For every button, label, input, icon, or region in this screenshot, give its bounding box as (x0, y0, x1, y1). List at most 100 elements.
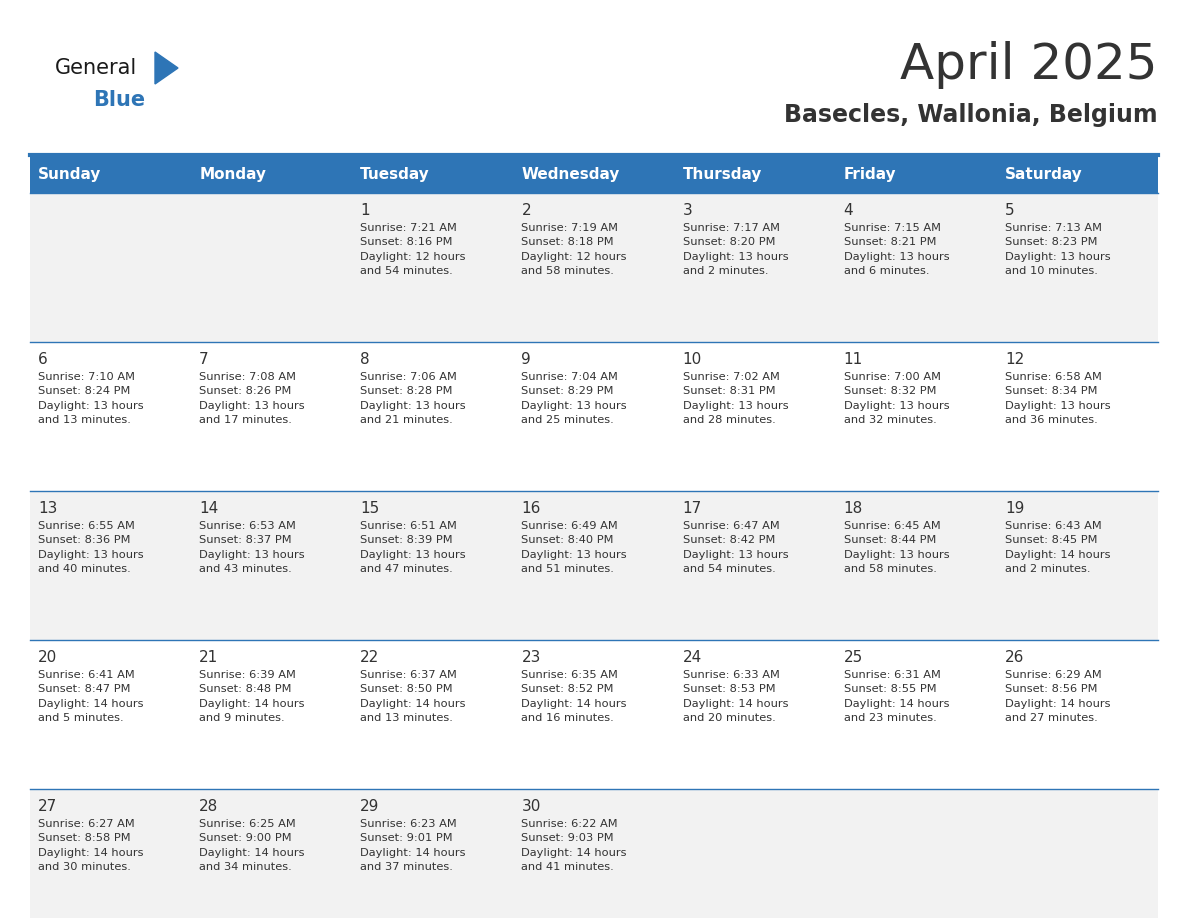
Text: 16: 16 (522, 501, 541, 516)
Bar (997, 491, 1158, 640)
Bar (513, 789, 675, 918)
Text: Sunrise: 6:33 AM
Sunset: 8:53 PM
Daylight: 14 hours
and 20 minutes.: Sunrise: 6:33 AM Sunset: 8:53 PM Dayligh… (683, 670, 788, 723)
Bar (675, 640, 835, 789)
Text: Sunrise: 6:41 AM
Sunset: 8:47 PM
Daylight: 14 hours
and 5 minutes.: Sunrise: 6:41 AM Sunset: 8:47 PM Dayligh… (38, 670, 144, 723)
Text: 29: 29 (360, 799, 380, 814)
Text: 12: 12 (1005, 352, 1024, 367)
Bar (675, 789, 835, 918)
Text: 27: 27 (38, 799, 57, 814)
Text: Sunrise: 7:21 AM
Sunset: 8:16 PM
Daylight: 12 hours
and 54 minutes.: Sunrise: 7:21 AM Sunset: 8:16 PM Dayligh… (360, 223, 466, 276)
Text: Sunrise: 6:35 AM
Sunset: 8:52 PM
Daylight: 14 hours
and 16 minutes.: Sunrise: 6:35 AM Sunset: 8:52 PM Dayligh… (522, 670, 627, 723)
Text: 11: 11 (843, 352, 862, 367)
Text: April 2025: April 2025 (901, 41, 1158, 89)
Bar (353, 342, 513, 491)
Bar (997, 193, 1158, 342)
Text: Sunrise: 6:58 AM
Sunset: 8:34 PM
Daylight: 13 hours
and 36 minutes.: Sunrise: 6:58 AM Sunset: 8:34 PM Dayligh… (1005, 372, 1111, 425)
Text: Sunrise: 7:08 AM
Sunset: 8:26 PM
Daylight: 13 hours
and 17 minutes.: Sunrise: 7:08 AM Sunset: 8:26 PM Dayligh… (200, 372, 305, 425)
Text: 8: 8 (360, 352, 369, 367)
Text: 1: 1 (360, 203, 369, 218)
Text: 17: 17 (683, 501, 702, 516)
Text: Sunrise: 6:49 AM
Sunset: 8:40 PM
Daylight: 13 hours
and 51 minutes.: Sunrise: 6:49 AM Sunset: 8:40 PM Dayligh… (522, 521, 627, 574)
Bar (997, 640, 1158, 789)
Bar (191, 193, 353, 342)
Bar (353, 640, 513, 789)
Bar (30, 640, 191, 789)
Text: Basecles, Wallonia, Belgium: Basecles, Wallonia, Belgium (784, 103, 1158, 127)
Text: 24: 24 (683, 650, 702, 665)
Text: Sunrise: 7:19 AM
Sunset: 8:18 PM
Daylight: 12 hours
and 58 minutes.: Sunrise: 7:19 AM Sunset: 8:18 PM Dayligh… (522, 223, 627, 276)
Bar (30, 789, 191, 918)
Text: Sunrise: 6:55 AM
Sunset: 8:36 PM
Daylight: 13 hours
and 40 minutes.: Sunrise: 6:55 AM Sunset: 8:36 PM Dayligh… (38, 521, 144, 574)
Text: Sunrise: 6:25 AM
Sunset: 9:00 PM
Daylight: 14 hours
and 34 minutes.: Sunrise: 6:25 AM Sunset: 9:00 PM Dayligh… (200, 819, 304, 872)
Text: Sunrise: 7:13 AM
Sunset: 8:23 PM
Daylight: 13 hours
and 10 minutes.: Sunrise: 7:13 AM Sunset: 8:23 PM Dayligh… (1005, 223, 1111, 276)
Text: Sunrise: 6:43 AM
Sunset: 8:45 PM
Daylight: 14 hours
and 2 minutes.: Sunrise: 6:43 AM Sunset: 8:45 PM Dayligh… (1005, 521, 1111, 574)
Text: Wednesday: Wednesday (522, 166, 620, 182)
Text: Sunrise: 6:51 AM
Sunset: 8:39 PM
Daylight: 13 hours
and 47 minutes.: Sunrise: 6:51 AM Sunset: 8:39 PM Dayligh… (360, 521, 466, 574)
Text: Sunrise: 7:17 AM
Sunset: 8:20 PM
Daylight: 13 hours
and 2 minutes.: Sunrise: 7:17 AM Sunset: 8:20 PM Dayligh… (683, 223, 788, 276)
Bar (353, 789, 513, 918)
Bar (835, 342, 997, 491)
Text: 23: 23 (522, 650, 541, 665)
Text: Monday: Monday (200, 166, 266, 182)
Bar (513, 640, 675, 789)
Bar (191, 789, 353, 918)
Bar (191, 640, 353, 789)
Bar (30, 155, 1158, 193)
Text: 3: 3 (683, 203, 693, 218)
Text: 7: 7 (200, 352, 209, 367)
Text: Sunrise: 6:37 AM
Sunset: 8:50 PM
Daylight: 14 hours
and 13 minutes.: Sunrise: 6:37 AM Sunset: 8:50 PM Dayligh… (360, 670, 466, 723)
Text: General: General (55, 58, 138, 78)
Bar (513, 342, 675, 491)
Bar (30, 342, 191, 491)
Text: 10: 10 (683, 352, 702, 367)
Text: Sunrise: 7:04 AM
Sunset: 8:29 PM
Daylight: 13 hours
and 25 minutes.: Sunrise: 7:04 AM Sunset: 8:29 PM Dayligh… (522, 372, 627, 425)
Text: 9: 9 (522, 352, 531, 367)
Text: 28: 28 (200, 799, 219, 814)
Text: Sunrise: 6:31 AM
Sunset: 8:55 PM
Daylight: 14 hours
and 23 minutes.: Sunrise: 6:31 AM Sunset: 8:55 PM Dayligh… (843, 670, 949, 723)
Bar (997, 342, 1158, 491)
Text: Friday: Friday (843, 166, 896, 182)
Bar (513, 491, 675, 640)
Text: Sunrise: 6:53 AM
Sunset: 8:37 PM
Daylight: 13 hours
and 43 minutes.: Sunrise: 6:53 AM Sunset: 8:37 PM Dayligh… (200, 521, 305, 574)
Text: 20: 20 (38, 650, 57, 665)
Text: Sunrise: 7:06 AM
Sunset: 8:28 PM
Daylight: 13 hours
and 21 minutes.: Sunrise: 7:06 AM Sunset: 8:28 PM Dayligh… (360, 372, 466, 425)
Text: Sunrise: 7:15 AM
Sunset: 8:21 PM
Daylight: 13 hours
and 6 minutes.: Sunrise: 7:15 AM Sunset: 8:21 PM Dayligh… (843, 223, 949, 276)
Text: 14: 14 (200, 501, 219, 516)
Text: Blue: Blue (93, 90, 145, 110)
Bar (191, 491, 353, 640)
Text: 22: 22 (360, 650, 379, 665)
Text: 15: 15 (360, 501, 379, 516)
Bar (30, 193, 191, 342)
Text: 5: 5 (1005, 203, 1015, 218)
Text: 19: 19 (1005, 501, 1024, 516)
Text: Thursday: Thursday (683, 166, 762, 182)
Bar (835, 640, 997, 789)
Text: Saturday: Saturday (1005, 166, 1082, 182)
Bar (997, 789, 1158, 918)
Text: Sunrise: 6:27 AM
Sunset: 8:58 PM
Daylight: 14 hours
and 30 minutes.: Sunrise: 6:27 AM Sunset: 8:58 PM Dayligh… (38, 819, 144, 872)
Text: Sunrise: 6:45 AM
Sunset: 8:44 PM
Daylight: 13 hours
and 58 minutes.: Sunrise: 6:45 AM Sunset: 8:44 PM Dayligh… (843, 521, 949, 574)
Text: 6: 6 (38, 352, 48, 367)
Bar (353, 491, 513, 640)
Text: Sunrise: 6:23 AM
Sunset: 9:01 PM
Daylight: 14 hours
and 37 minutes.: Sunrise: 6:23 AM Sunset: 9:01 PM Dayligh… (360, 819, 466, 872)
Text: 25: 25 (843, 650, 862, 665)
Text: Sunrise: 6:29 AM
Sunset: 8:56 PM
Daylight: 14 hours
and 27 minutes.: Sunrise: 6:29 AM Sunset: 8:56 PM Dayligh… (1005, 670, 1111, 723)
Text: Sunrise: 7:02 AM
Sunset: 8:31 PM
Daylight: 13 hours
and 28 minutes.: Sunrise: 7:02 AM Sunset: 8:31 PM Dayligh… (683, 372, 788, 425)
Bar (191, 342, 353, 491)
Text: Sunrise: 7:10 AM
Sunset: 8:24 PM
Daylight: 13 hours
and 13 minutes.: Sunrise: 7:10 AM Sunset: 8:24 PM Dayligh… (38, 372, 144, 425)
Bar (835, 193, 997, 342)
Text: 30: 30 (522, 799, 541, 814)
Text: 13: 13 (38, 501, 57, 516)
Bar (675, 193, 835, 342)
Bar (675, 491, 835, 640)
Text: 26: 26 (1005, 650, 1024, 665)
Polygon shape (154, 52, 178, 84)
Bar (513, 193, 675, 342)
Bar (30, 491, 191, 640)
Bar (835, 789, 997, 918)
Bar (835, 491, 997, 640)
Text: Sunrise: 6:39 AM
Sunset: 8:48 PM
Daylight: 14 hours
and 9 minutes.: Sunrise: 6:39 AM Sunset: 8:48 PM Dayligh… (200, 670, 304, 723)
Bar (675, 342, 835, 491)
Text: 18: 18 (843, 501, 862, 516)
Text: 2: 2 (522, 203, 531, 218)
